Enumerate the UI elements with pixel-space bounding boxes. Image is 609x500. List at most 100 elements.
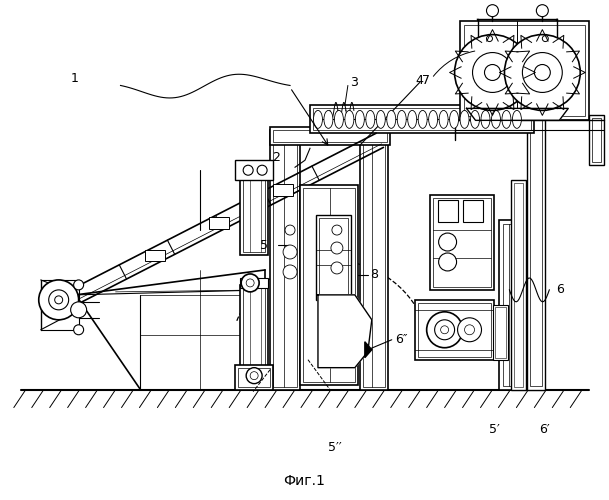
Text: 6: 6: [556, 284, 564, 296]
Circle shape: [257, 165, 267, 175]
Text: 5′′: 5′′: [328, 441, 342, 454]
Ellipse shape: [345, 110, 354, 128]
Bar: [273, 130, 387, 142]
Circle shape: [473, 52, 512, 92]
Ellipse shape: [366, 110, 375, 128]
Ellipse shape: [314, 110, 322, 128]
Bar: [515, 183, 523, 386]
Bar: [496, 307, 507, 358]
Bar: [463, 200, 482, 222]
Polygon shape: [365, 342, 372, 357]
Text: 4: 4: [416, 74, 424, 87]
Circle shape: [504, 34, 580, 110]
Bar: [463, 24, 585, 116]
Circle shape: [543, 36, 548, 42]
Ellipse shape: [387, 110, 396, 128]
Bar: [438, 200, 457, 222]
Text: 5: 5: [260, 238, 268, 252]
Bar: [240, 285, 268, 370]
Circle shape: [74, 280, 83, 290]
Circle shape: [331, 242, 343, 254]
Bar: [460, 20, 589, 120]
Ellipse shape: [429, 110, 438, 128]
Text: 6′: 6′: [540, 423, 550, 436]
Bar: [273, 134, 297, 386]
Circle shape: [331, 262, 343, 274]
Circle shape: [435, 320, 454, 340]
Text: Фиг.1: Фиг.1: [283, 474, 325, 488]
Circle shape: [441, 326, 449, 334]
Text: 3: 3: [350, 76, 357, 89]
Circle shape: [55, 296, 63, 304]
Circle shape: [243, 165, 253, 175]
Bar: [235, 160, 273, 180]
Polygon shape: [318, 295, 372, 368]
Ellipse shape: [334, 110, 343, 128]
Ellipse shape: [324, 110, 333, 128]
Bar: [322, 298, 347, 313]
Ellipse shape: [460, 110, 469, 128]
Ellipse shape: [481, 110, 490, 128]
Ellipse shape: [471, 110, 479, 128]
Bar: [310, 106, 534, 134]
Circle shape: [250, 372, 258, 380]
Bar: [415, 300, 495, 360]
Circle shape: [534, 64, 551, 80]
Bar: [432, 198, 491, 287]
Bar: [300, 185, 358, 384]
Bar: [270, 130, 300, 390]
Circle shape: [74, 325, 83, 335]
Text: 7: 7: [421, 74, 430, 87]
Bar: [360, 130, 388, 390]
Bar: [145, 250, 165, 262]
Bar: [493, 305, 509, 360]
Bar: [270, 128, 390, 146]
Ellipse shape: [407, 110, 417, 128]
Bar: [527, 100, 545, 390]
Ellipse shape: [418, 110, 427, 128]
Bar: [303, 188, 355, 382]
Circle shape: [71, 302, 86, 318]
Circle shape: [39, 280, 79, 320]
Circle shape: [246, 368, 262, 384]
Bar: [209, 216, 229, 228]
Circle shape: [283, 245, 297, 259]
Ellipse shape: [449, 110, 459, 128]
Circle shape: [427, 312, 463, 348]
Circle shape: [49, 290, 69, 310]
Bar: [499, 220, 524, 390]
Bar: [430, 195, 495, 290]
Circle shape: [457, 318, 482, 342]
Circle shape: [246, 279, 254, 287]
Bar: [530, 104, 543, 386]
Circle shape: [438, 253, 457, 271]
Bar: [504, 224, 521, 386]
Text: 8: 8: [370, 268, 378, 281]
Bar: [589, 116, 604, 165]
Bar: [238, 368, 270, 386]
Bar: [243, 178, 265, 252]
Circle shape: [327, 332, 343, 347]
Bar: [363, 134, 385, 386]
Ellipse shape: [397, 110, 406, 128]
Text: 2: 2: [272, 151, 280, 164]
Ellipse shape: [439, 110, 448, 128]
Ellipse shape: [491, 110, 501, 128]
Circle shape: [438, 233, 457, 251]
Text: 6″: 6″: [395, 333, 407, 346]
Circle shape: [487, 4, 498, 16]
Ellipse shape: [512, 110, 521, 128]
Ellipse shape: [502, 110, 511, 128]
Circle shape: [332, 225, 342, 235]
Bar: [240, 175, 268, 255]
Text: 5′: 5′: [490, 423, 501, 436]
Circle shape: [523, 52, 562, 92]
Bar: [273, 184, 294, 196]
Circle shape: [487, 36, 493, 42]
Ellipse shape: [356, 110, 364, 128]
Ellipse shape: [376, 110, 385, 128]
Bar: [418, 303, 491, 356]
Polygon shape: [466, 108, 568, 120]
Bar: [592, 118, 601, 162]
Bar: [512, 180, 526, 390]
